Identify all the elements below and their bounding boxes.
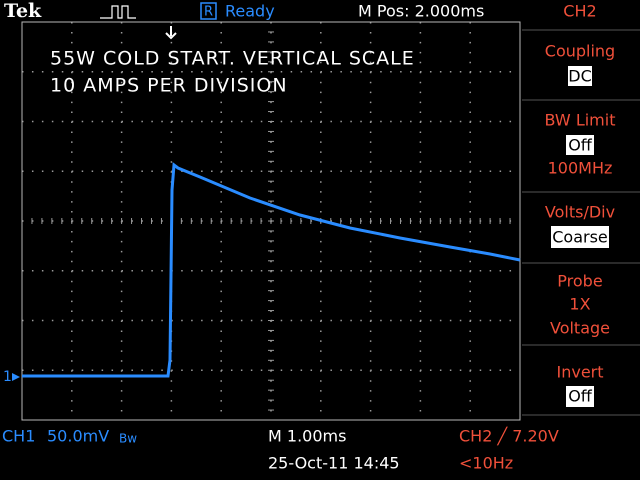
brand: Tek: [4, 0, 42, 22]
frequency: <10Hz: [459, 454, 513, 473]
menu-value: DC: [568, 67, 592, 86]
menu-label: Volts/Div: [545, 203, 615, 222]
menu-value-box: [566, 135, 594, 155]
trigger-position-marker: [165, 26, 177, 40]
menu-value-box: [568, 66, 592, 86]
status-icon: R: [204, 5, 213, 20]
menu-line: Voltage: [550, 319, 610, 338]
ch1-scale: 50.0mV: [47, 427, 109, 446]
status: Ready: [225, 2, 275, 21]
annotation-line: 55W COLD START. VERTICAL SCALE: [50, 48, 415, 70]
menu-channel: CH2: [563, 2, 596, 21]
menu-item[interactable]: Coupling DC: [545, 42, 615, 87]
waveform-ch2: [22, 162, 521, 378]
timebase: M 1.00ms: [268, 427, 346, 446]
menu-item[interactable]: BW Limit Off 100MHz: [545, 111, 616, 178]
menu-value-box: [551, 226, 609, 248]
ground-marker-arrow: [12, 373, 20, 381]
menu-value: Off: [568, 387, 593, 406]
datetime: 25-Oct-11 14:45: [268, 454, 400, 473]
menu-line: 1X: [569, 295, 590, 314]
menu-label: Coupling: [545, 42, 615, 61]
trigger: CH2 ╱ 7.20V: [459, 427, 559, 446]
menu-value: Off: [568, 136, 593, 155]
menu-label: Invert: [556, 363, 603, 382]
graticule-border: [21, 21, 521, 421]
ch1-label: CH1: [2, 427, 35, 446]
status-icon-box: [200, 2, 217, 20]
menu-value: Coarse: [552, 228, 608, 247]
menu-note: 100MHz: [548, 159, 613, 178]
menu-label: Probe: [557, 272, 602, 291]
ground-marker: 1: [3, 369, 12, 385]
annotation-line: 10 AMPS PER DIVISION: [50, 75, 288, 97]
position: M Pos: 2.000ms: [358, 2, 484, 21]
menu-item[interactable]: Invert Off: [556, 363, 604, 408]
side-menu: Coupling DC BW Limit Off 100MHz Volts/Di…: [522, 29, 640, 416]
menu-item[interactable]: Probe 1X Voltage: [550, 272, 610, 338]
ch1-bandwidth: Bw: [119, 432, 137, 446]
menu-value-box: [566, 386, 594, 407]
acquire-icon: [100, 5, 136, 19]
menu-item[interactable]: Volts/Div Coarse: [545, 203, 615, 249]
menu-label: BW Limit: [545, 111, 616, 130]
